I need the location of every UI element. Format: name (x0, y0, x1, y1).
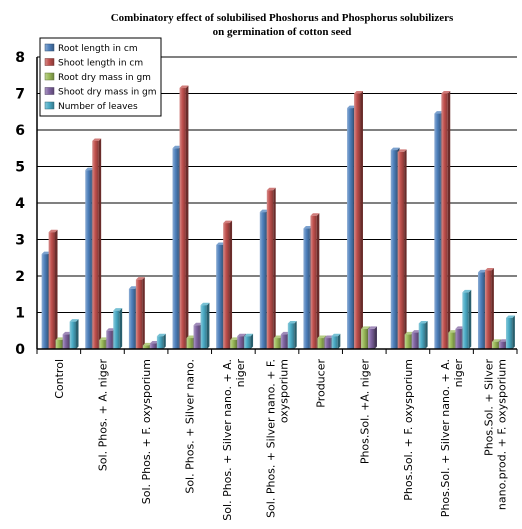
legend: Root length in cm Shoot length in cm Root … (39, 37, 162, 117)
bar (287, 320, 297, 349)
y-tick-label: 5 (15, 160, 25, 176)
x-tick-labels: Control Sol. Phos. + A. niger Sol. Phos. +… (53, 359, 509, 521)
legend-label: Shoot dry mass in gm (58, 88, 157, 98)
bar (113, 308, 123, 349)
x-tick-label: Phos.Sol. +A. niger (358, 359, 371, 465)
bar (156, 333, 166, 349)
y-tick-label: 4 (15, 196, 25, 212)
bar (368, 326, 377, 349)
legend-label: Shoot length in cm (58, 59, 143, 69)
legend-swatch (44, 43, 55, 52)
y-tick-labels: 0 1 2 3 4 5 6 7 8 (15, 50, 25, 358)
legend-swatch (44, 72, 55, 81)
bar (92, 138, 102, 349)
bar (441, 91, 451, 349)
chart-title: Combinatory effect of solubilised Phosho… (111, 12, 454, 24)
bar (310, 213, 320, 349)
x-tick-label: Producer (315, 359, 328, 408)
x-tick-label: Sol. Phos. + Silver nano. + F.oxysporium (265, 359, 291, 518)
y-tick-label: 0 (15, 342, 25, 358)
bar (69, 319, 79, 349)
y-tick-label: 2 (15, 269, 25, 285)
bar (135, 277, 145, 349)
x-tick-label: Phos.Sol. + Silver nano. + A.niger (439, 359, 465, 518)
bar (266, 187, 276, 349)
bar (223, 220, 233, 349)
legend-label: Root length in cm (58, 44, 138, 54)
bar (244, 333, 254, 349)
bar (418, 320, 428, 349)
bar (354, 91, 363, 349)
bar (179, 85, 189, 350)
axes (36, 57, 518, 354)
legend-swatch (44, 87, 55, 95)
y-tick-label: 6 (15, 123, 25, 139)
legend-label: Number of leaves (58, 102, 138, 112)
x-tick-label: Phos.Sol. + F. oxysporium (402, 359, 415, 501)
legend-label: Root dry mass in gm (58, 73, 151, 83)
y-tick-label: 1 (15, 306, 25, 322)
y-tick-label: 7 (15, 87, 25, 103)
x-tick-label: Phos.Sol. + Silvernano.prod. + F. oxyspo… (483, 359, 509, 511)
bar (200, 302, 210, 349)
bar (462, 289, 472, 349)
x-tick-label: Control (53, 359, 66, 399)
y-tick-label: 8 (15, 50, 25, 66)
bars (41, 85, 515, 350)
legend-box (39, 37, 162, 117)
bar (484, 268, 494, 349)
x-tick-label: Sol. Phos. + F. oxysporium (140, 359, 153, 504)
chart-subtitle: on germination of cotton seed (213, 26, 352, 38)
x-tick-label: Sol. Phos. + Silver nano. (184, 359, 197, 494)
x-tick-label: Sol. Phos. + A. niger (96, 359, 109, 472)
bar (505, 315, 515, 349)
bar (397, 149, 407, 349)
bar (331, 333, 341, 349)
bar (48, 229, 58, 349)
legend-swatch (44, 58, 55, 66)
y-tick-label: 3 (15, 233, 25, 249)
x-tick-label: Sol. Phos. + Silver nano. + A.niger (221, 359, 247, 521)
legend-swatch (44, 101, 55, 110)
